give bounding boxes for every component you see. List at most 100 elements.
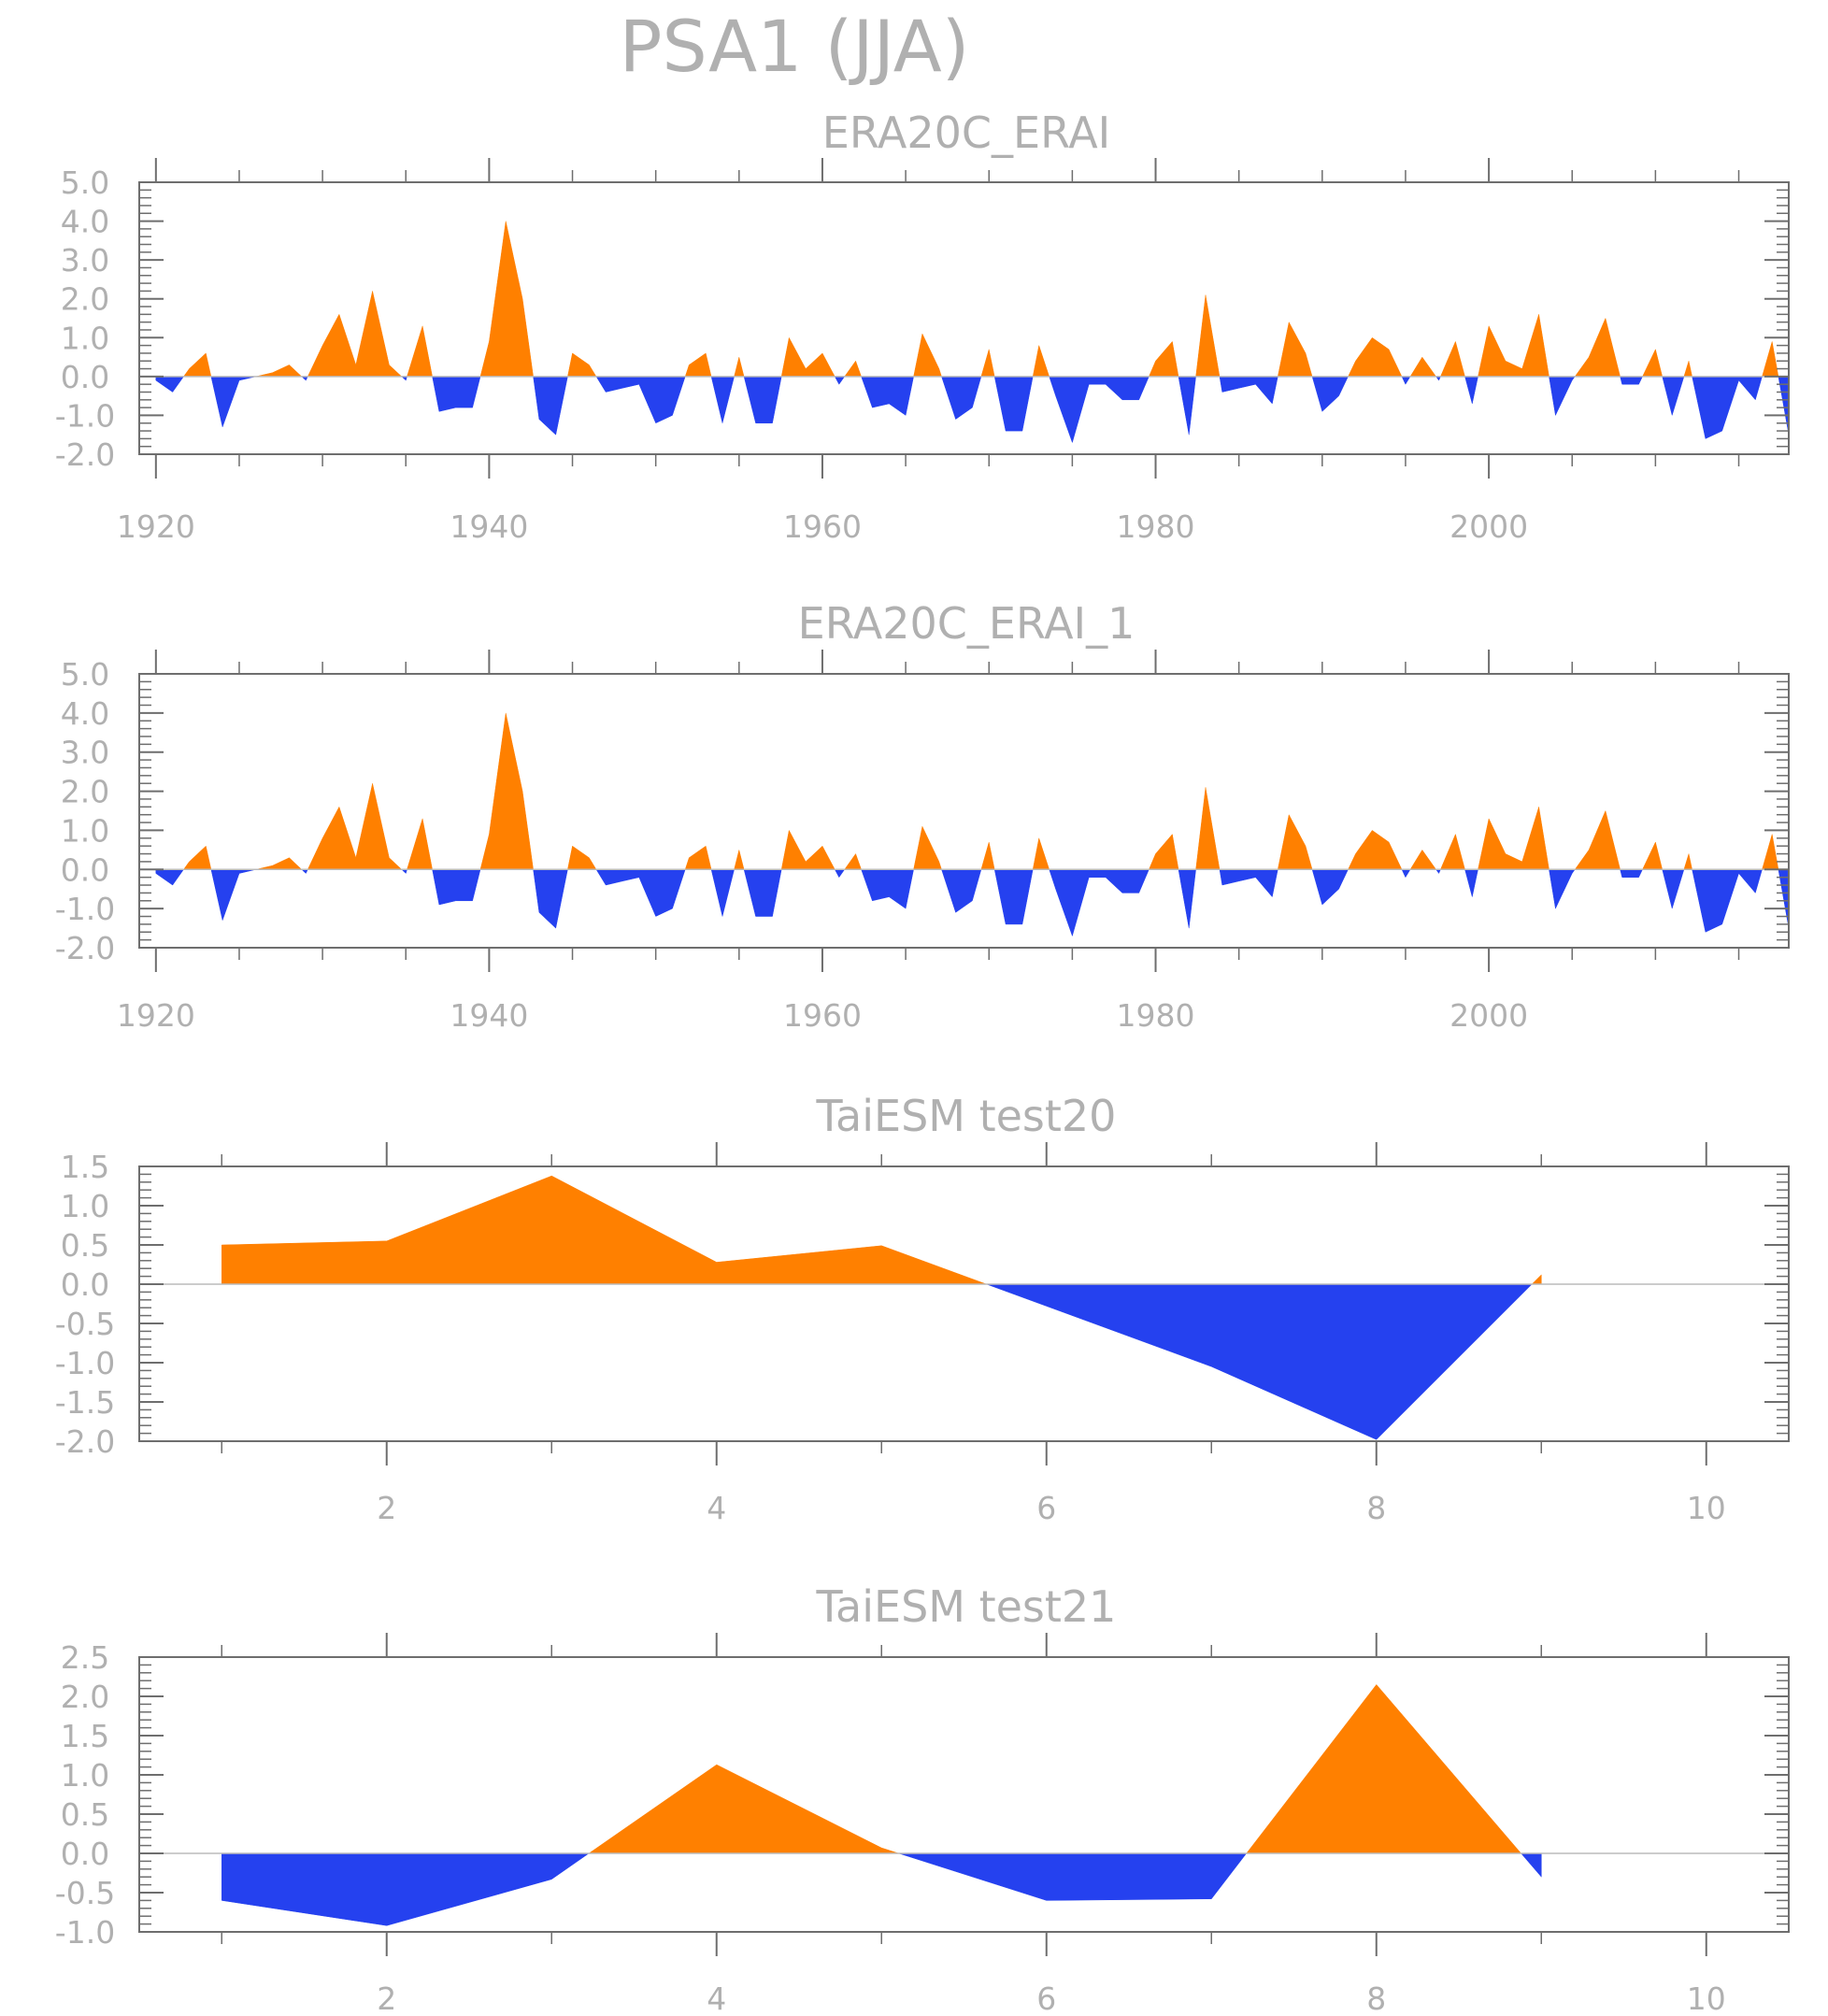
y-tick-label: 2.0 [61, 281, 109, 318]
y-tick-label: -2.0 [55, 1423, 115, 1460]
positive-area [1277, 813, 1313, 870]
y-tick-label: 1.0 [61, 1188, 109, 1224]
x-tick-label: 4 [707, 1980, 726, 2016]
x-tick-label: 10 [1687, 1490, 1726, 1526]
negative-area [1219, 869, 1278, 898]
negative-area [1464, 869, 1478, 897]
positive-area [1149, 834, 1179, 870]
positive-area [913, 825, 942, 870]
positive-area [1032, 344, 1050, 378]
panel-title: ERA20C_ERAI [822, 107, 1110, 158]
positive-area [684, 845, 712, 870]
positive-area [1348, 830, 1403, 870]
positive-area [479, 712, 534, 870]
negative-area [834, 869, 846, 879]
positive-area [734, 850, 745, 870]
y-tick-label: 3.0 [61, 242, 109, 279]
negative-area [993, 376, 1034, 432]
positive-area [407, 818, 433, 870]
x-tick-label: 2000 [1450, 508, 1528, 545]
chart-panel-3: TaiESM test20 1.51.00.50.0-0.5-1.0-1.5-2.… [55, 1091, 1790, 1526]
positive-area [913, 333, 942, 378]
x-tick-label: 10 [1687, 1980, 1726, 2016]
positive-area [1642, 349, 1664, 378]
negative-area [861, 376, 914, 416]
positive-area [1762, 341, 1779, 378]
x-tick-label: 1980 [1117, 997, 1195, 1034]
negative-area [155, 376, 184, 393]
positive-area [567, 845, 597, 870]
positive-area [307, 783, 403, 870]
negative-area [595, 376, 686, 424]
negative-area [533, 376, 568, 436]
y-tick-label: 1.0 [61, 320, 109, 356]
x-tick-label: 8 [1366, 1490, 1386, 1526]
x-tick-label: 1940 [450, 997, 528, 1034]
y-tick-label: 1.5 [61, 1149, 109, 1185]
positive-area [1762, 834, 1779, 870]
positive-area [780, 829, 835, 870]
x-tick-label: 6 [1036, 1980, 1056, 2016]
plot-frame [138, 1656, 1790, 1933]
negative-area [1778, 869, 1790, 929]
x-tick-label: 1960 [783, 508, 862, 545]
x-tick-label: 1920 [117, 997, 195, 1034]
y-tick-label: -1.5 [55, 1384, 115, 1421]
x-tick-label: 6 [1036, 1490, 1056, 1526]
positive-area [1409, 849, 1437, 870]
positive-area [1440, 833, 1465, 870]
negative-area [533, 869, 568, 929]
positive-area [1409, 356, 1437, 378]
positive-area [980, 349, 995, 378]
chart-panel-1: ERA20C_ERAI 5.04.03.02.01.00.0-1.0-2.0192… [55, 107, 1790, 545]
y-tick-label: -1.0 [55, 397, 115, 434]
negative-area [1662, 869, 1685, 910]
x-tick-label: 2 [377, 1980, 396, 2016]
positive-area [221, 1175, 987, 1285]
positive-area [844, 360, 862, 378]
positive-area [407, 325, 433, 378]
negative-area [1178, 869, 1196, 929]
positive-area [844, 852, 862, 870]
plot-frame [138, 1165, 1790, 1442]
negative-area [1178, 376, 1196, 436]
y-tick-label: 5.0 [61, 656, 109, 693]
positive-area [183, 845, 212, 870]
positive-area [1348, 336, 1403, 378]
negative-area [1219, 376, 1278, 405]
negative-area [1549, 376, 1576, 417]
positive-area [980, 841, 995, 870]
y-tick-label: 3.0 [61, 735, 109, 771]
negative-area [1692, 869, 1763, 933]
y-tick-label: 5.0 [61, 164, 109, 201]
negative-area [221, 1852, 590, 1926]
negative-area [1049, 869, 1150, 937]
negative-area [1620, 376, 1643, 385]
y-tick-label: 1.0 [61, 1757, 109, 1794]
positive-area [307, 291, 403, 378]
negative-area [743, 376, 782, 423]
positive-area [1032, 836, 1050, 870]
y-tick-label: 0.0 [61, 1836, 109, 1872]
positive-area [1195, 787, 1221, 870]
negative-area [210, 376, 256, 428]
x-tick-label: 4 [707, 1490, 726, 1526]
x-tick-label: 1980 [1117, 508, 1195, 545]
positive-area [255, 365, 303, 378]
positive-area [255, 857, 303, 870]
y-tick-label: 2.0 [61, 774, 109, 810]
negative-area [1692, 376, 1763, 439]
positive-area [479, 221, 534, 378]
positive-area [1440, 340, 1465, 378]
y-tick-label: -1.0 [55, 891, 115, 927]
positive-area [1478, 314, 1550, 378]
positive-area [1683, 360, 1692, 378]
negative-area [210, 869, 256, 922]
positive-area [1149, 340, 1179, 378]
negative-area [941, 869, 982, 913]
chart-panel-4: TaiESM test21 2.52.01.51.00.50.0-0.5-1.0 2… [55, 1581, 1790, 2016]
negative-area [155, 869, 184, 886]
x-tick-label: 2000 [1450, 997, 1528, 1034]
negative-area [1311, 376, 1349, 412]
